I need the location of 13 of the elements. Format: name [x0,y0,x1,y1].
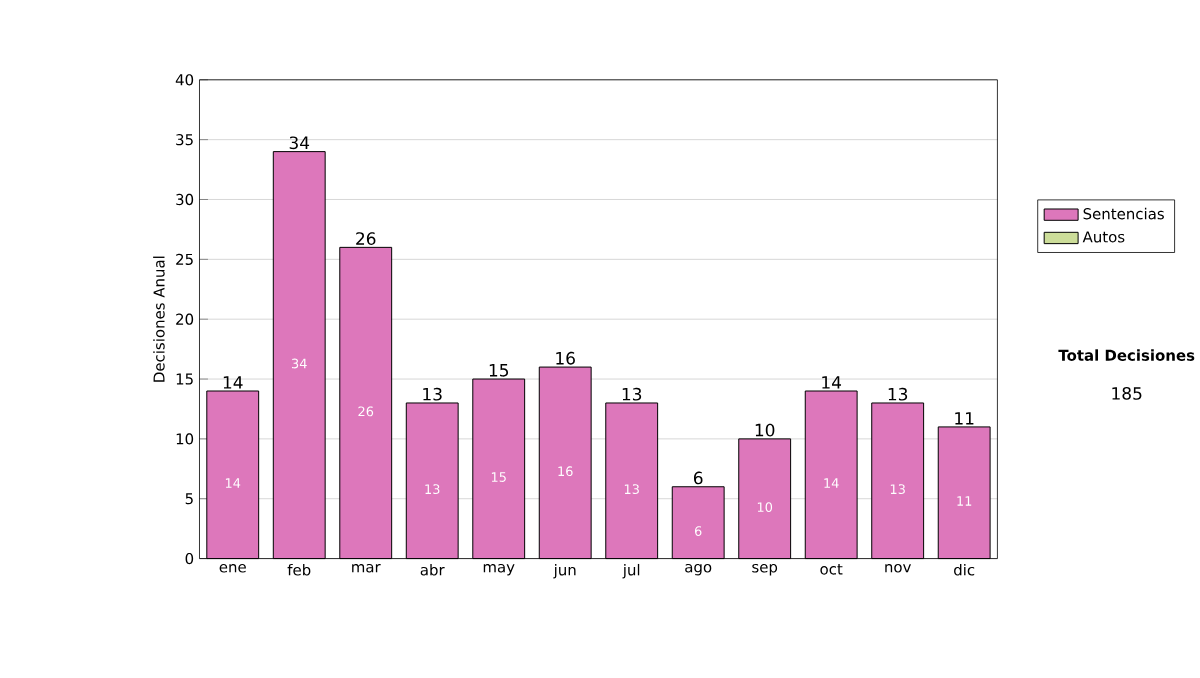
total-label: 10 [755,423,775,437]
total-label: 15 [489,363,509,377]
total-label: 34 [289,136,310,150]
total-label: 11 [955,412,974,425]
total-label: 13 [622,387,642,401]
total-label: 16 [556,351,575,365]
total-label: 13 [888,387,908,401]
total-label: 14 [223,376,243,389]
total-label: 14 [822,376,842,389]
total-label: 6 [693,471,703,485]
total-label: 13 [423,387,442,401]
total-label: 26 [356,232,376,245]
text: 185 [1112,386,1142,400]
